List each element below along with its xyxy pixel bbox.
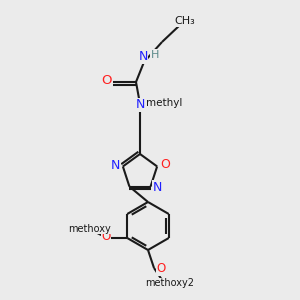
Text: N: N — [138, 50, 148, 64]
Text: O: O — [102, 230, 111, 242]
Text: H: H — [151, 50, 159, 60]
Text: O: O — [156, 262, 166, 275]
Text: N: N — [135, 98, 145, 112]
Text: N: N — [153, 181, 162, 194]
Text: methoxy: methoxy — [68, 224, 111, 234]
Text: methyl: methyl — [146, 98, 182, 108]
Text: N: N — [111, 159, 121, 172]
Text: O: O — [101, 74, 111, 88]
Text: CH₃: CH₃ — [175, 16, 195, 26]
Text: methoxy2: methoxy2 — [146, 278, 194, 288]
Text: O: O — [160, 158, 170, 171]
